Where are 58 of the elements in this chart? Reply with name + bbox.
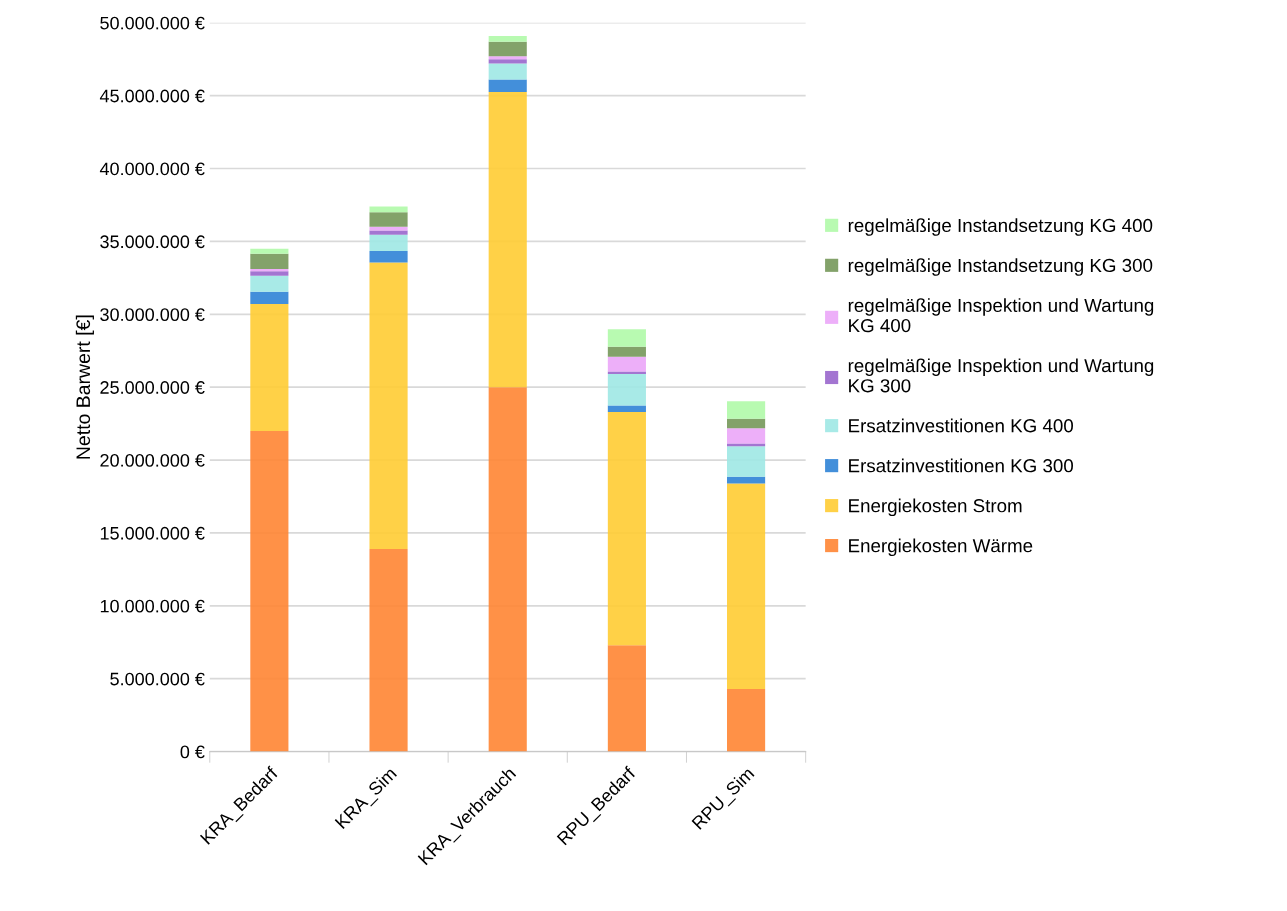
y-tick-label: 45.000.000 € [99, 89, 205, 103]
bar [488, 63, 527, 80]
bar [369, 262, 408, 549]
y-tick-label: 10.000.000 € [100, 599, 205, 613]
bar [607, 411, 646, 646]
bar [727, 418, 766, 429]
y-tick-label: 0 € [180, 745, 205, 759]
legend-label: Energiekosten Wärme [849, 538, 1033, 557]
bar [369, 234, 408, 251]
bar [727, 428, 766, 444]
bar [607, 329, 646, 347]
y-tick-label: 5.000.000 € [110, 672, 205, 686]
legend-label: regelmäßige Instandsetzung KG 300 [848, 258, 1153, 276]
bar [250, 248, 289, 254]
bar [250, 291, 289, 305]
bar [369, 250, 408, 263]
bar [727, 401, 766, 419]
bar [250, 253, 289, 270]
bar [607, 405, 646, 412]
bar [727, 476, 766, 484]
bar [369, 548, 408, 752]
legend-label: regelmäßige Instandsetzung KG 400 [848, 218, 1153, 236]
bar [727, 688, 766, 752]
legend-label: regelmäßige Inspektion und Wartung KG 400 [848, 298, 1154, 333]
legend-label: Energiekosten Strom [849, 498, 1022, 517]
bar [250, 304, 289, 431]
bar [250, 430, 289, 752]
bar [607, 645, 646, 752]
bar [607, 356, 646, 372]
bar [488, 56, 527, 60]
y-tick-label: 20.000.000 € [100, 453, 205, 467]
legend-label: regelmäßige Inspektion und Wartung KG 300 [848, 358, 1154, 393]
bar [250, 275, 289, 292]
bar [607, 371, 646, 375]
y-axis-title: Netto Barwert [€] [75, 315, 94, 459]
bar [607, 346, 646, 357]
bar [250, 269, 289, 272]
y-tick-label: 30.000.000 € [100, 308, 205, 322]
bar [488, 41, 527, 57]
legend-label: Ersatzinvestitionen KG 300 [849, 458, 1074, 473]
legend-label: Ersatzinvestitionen KG 400 [849, 418, 1074, 433]
y-tick-label: 40.000.000 € [99, 162, 205, 176]
bar [488, 79, 527, 93]
bar [488, 35, 527, 42]
bar [250, 271, 289, 276]
y-tick-label: 25.000.000 € [100, 381, 205, 394]
y-tick-label: 50.000.000 € [100, 16, 205, 30]
bar [488, 387, 527, 752]
bar [369, 212, 408, 227]
bar [727, 446, 766, 477]
bar [488, 92, 527, 388]
bar [369, 206, 408, 213]
bar [369, 230, 408, 235]
y-tick-label: 15.000.000 € [100, 526, 205, 540]
y-tick-label: 35.000.000 € [100, 235, 205, 249]
bar [727, 483, 766, 689]
bar [607, 374, 646, 406]
bar [488, 59, 527, 64]
